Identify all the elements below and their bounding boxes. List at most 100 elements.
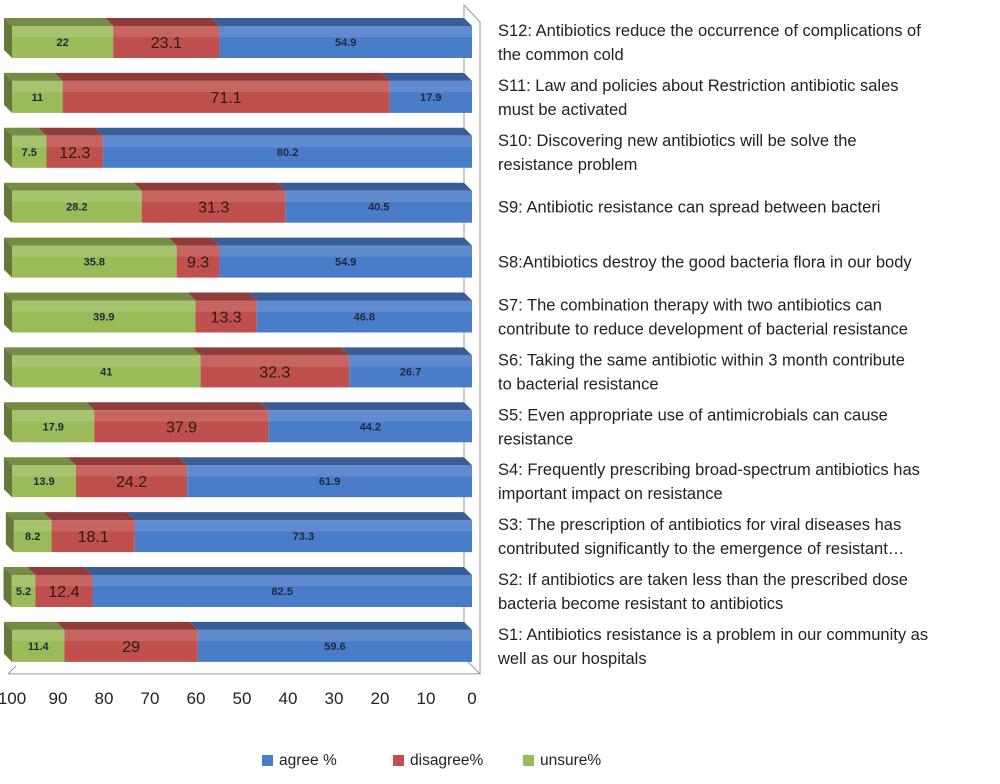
legend-label-1: disagree%: [410, 752, 483, 769]
data-label-row-0-series-2: 22: [56, 37, 68, 49]
bar-top-s0-r1: [381, 72, 472, 81]
bar-disagree-row-8: [75, 465, 188, 498]
bar-agree-row-2: [103, 135, 472, 168]
data-label-row-3-series-1: 31.3: [198, 200, 229, 217]
bar-agree-row-3: [285, 190, 472, 223]
category-label-10: S2: If antibiotics are taken less than t…: [498, 571, 908, 613]
data-label-row-8-series-0: 61.9: [319, 476, 340, 488]
bar-top-s2-r6: [4, 347, 201, 356]
data-label-row-6-series-1: 32.3: [259, 364, 290, 381]
x-tick-30: 30: [325, 689, 344, 708]
bar-agree-row-5: [256, 300, 472, 333]
bar-top-s2-r4: [4, 237, 177, 246]
category-label-3: S9: Antibiotic resistance can spread bet…: [498, 199, 880, 217]
category-labels: S12: Antibiotics reduce the occurrence o…: [497, 22, 928, 668]
bar-agree-row-4: [219, 245, 472, 278]
bar-sheen-s1-r9: [51, 520, 135, 532]
bar-agree-row-8: [187, 465, 472, 498]
bar-top-s1-r11: [56, 621, 198, 630]
bar-sheen-s0-r0: [219, 26, 472, 38]
data-label-row-2-series-1: 12.3: [59, 145, 90, 162]
data-label-row-7-series-0: 44.2: [360, 421, 381, 433]
x-tick-50: 50: [233, 689, 252, 708]
category-label-5: S7: The combination therapy with two ant…: [498, 297, 908, 339]
data-label-row-7-series-2: 17.9: [42, 421, 63, 433]
bar-top-s1-r0: [105, 18, 220, 26]
bar-sheen-s0-r7: [268, 410, 472, 422]
category-label-6: S6: Taking the same antibiotic within 3 …: [498, 351, 905, 393]
data-label-row-0-series-0: 54.9: [335, 37, 356, 49]
bar-cap-row-3: [4, 182, 12, 223]
bar-top-s2-r8: [4, 457, 76, 466]
bar-unsure-row-2: [12, 135, 47, 168]
bar-top-s1-r7: [86, 402, 269, 411]
bar-cap-row-1: [4, 72, 12, 113]
bar-sheen-s0-r10: [92, 575, 472, 587]
bar-sheen-s1-r1: [62, 80, 390, 93]
bar-top-s0-r5: [248, 292, 472, 301]
bar-sheen-s0-r1: [389, 80, 472, 93]
data-label-row-8-series-2: 13.9: [33, 476, 54, 488]
bar-top-s1-r10: [27, 567, 93, 575]
bar-top-s1-r1: [54, 72, 390, 81]
bar-cap-row-6: [4, 347, 12, 388]
bar-sheen-s2-r8: [12, 465, 76, 477]
bar-top-s0-r7: [260, 402, 472, 411]
bar-sheen-s1-r6: [200, 355, 350, 367]
bar-sheen-s2-r4: [12, 245, 177, 257]
bar-sheen-s0-r4: [219, 245, 472, 257]
bar-top-s1-r5: [187, 292, 257, 301]
data-label-row-10-series-2: 5.2: [16, 586, 31, 598]
bar-disagree-row-7: [94, 410, 269, 443]
bar-disagree-row-2: [46, 135, 104, 168]
category-label-0: S12: Antibiotics reduce the occurrence o…: [498, 22, 921, 64]
bar-top-s1-r4: [168, 237, 220, 246]
data-label-row-5-series-2: 39.9: [93, 312, 114, 324]
data-label-row-5-series-0: 46.8: [354, 312, 375, 324]
bar-agree-row-10: [92, 575, 472, 607]
x-tick-0: 0: [467, 689, 476, 708]
bar-cap-row-0: [4, 18, 12, 58]
bar-unsure-row-8: [12, 465, 76, 498]
bar-sheen-s2-r1: [12, 80, 63, 93]
data-label-row-5-series-1: 13.3: [211, 310, 242, 327]
data-label-row-1-series-2: 11: [31, 92, 43, 104]
bar-sheen-s2-r6: [12, 355, 201, 367]
bar-cap-row-8: [4, 457, 12, 498]
data-label-row-10-series-0: 82.5: [272, 586, 293, 598]
data-label-row-9-series-0: 73.3: [293, 531, 314, 543]
bar-agree-row-7: [268, 410, 472, 443]
bar-unsure-row-7: [12, 410, 95, 443]
bar-sheen-s0-r9: [134, 520, 472, 532]
bar-sheen-s2-r2: [12, 135, 47, 147]
legend-swatch-0: [262, 755, 273, 766]
bar-top-s0-r8: [179, 457, 472, 466]
bar-disagree-row-11: [64, 629, 198, 662]
data-label-row-1-series-1: 71.1: [211, 90, 242, 107]
bar-top-s0-r10: [84, 567, 472, 575]
bar-sheen-s1-r4: [176, 245, 220, 257]
bar-top-s2-r2: [4, 127, 47, 136]
bar-sheen-s2-r9: [13, 520, 52, 532]
x-tick-100: 100: [0, 689, 26, 708]
x-tick-80: 80: [95, 689, 114, 708]
bar-top-s1-r9: [43, 512, 135, 521]
bar-top-s0-r4: [211, 237, 472, 246]
bar-cap-row-2: [4, 127, 12, 168]
data-label-row-1-series-0: 17.9: [420, 92, 441, 104]
bar-sheen-s0-r2: [103, 135, 472, 147]
bar-sheen-s2-r11: [12, 629, 65, 642]
bars-group: 54.9 23.1 22 17.9 71.1 11 80.2 12.3 7.5 40.5 31.3 2…: [3, 18, 472, 662]
bar-sheen-s0-r11: [197, 629, 472, 642]
bar-sheen-s1-r7: [94, 410, 269, 422]
data-label-row-3-series-2: 28.2: [66, 202, 87, 214]
bar-sheen-s1-r8: [75, 465, 188, 477]
bar-unsure-row-6: [12, 355, 201, 388]
bar-unsure-row-10: [11, 575, 36, 607]
bar-disagree-row-5: [195, 300, 257, 333]
bar-unsure-row-9: [13, 520, 52, 553]
data-label-row-2-series-2: 7.5: [22, 147, 37, 159]
data-label-row-11-series-2: 11.4: [28, 641, 50, 653]
data-label-row-11-series-1: 29: [122, 639, 140, 656]
